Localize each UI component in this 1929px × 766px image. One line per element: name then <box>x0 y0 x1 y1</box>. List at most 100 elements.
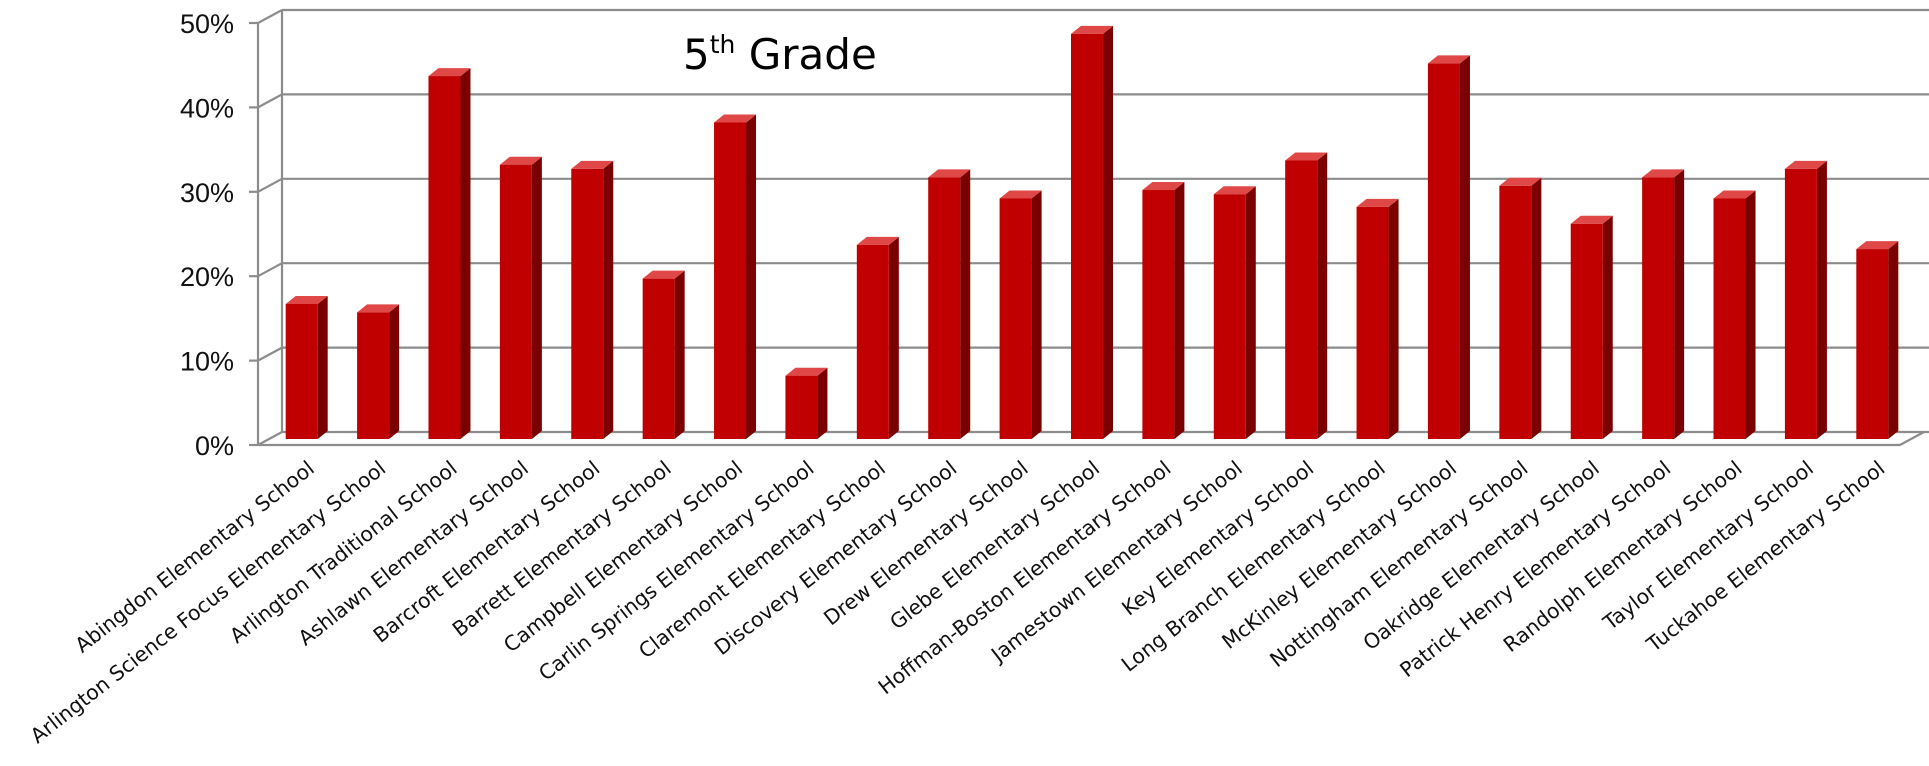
bar-side <box>1816 160 1827 440</box>
bar <box>856 236 899 439</box>
chart-title-main: 5 <box>683 30 710 79</box>
bar-front <box>428 76 461 439</box>
bar-front <box>1570 223 1603 439</box>
bar-front <box>1285 160 1318 440</box>
gridline-side <box>257 177 283 193</box>
bar <box>285 295 328 439</box>
bar-side <box>317 295 328 439</box>
bar <box>428 68 471 439</box>
bar-top <box>714 114 757 123</box>
bar-side <box>674 270 685 439</box>
bar-top <box>1642 169 1685 178</box>
bar-front <box>1213 194 1246 439</box>
bar-side <box>1888 241 1899 439</box>
bar-top <box>357 304 400 313</box>
bar <box>499 156 542 439</box>
bar-side <box>1674 169 1685 440</box>
bar-front <box>1642 177 1675 440</box>
bar-side <box>888 236 899 439</box>
y-tick-label: 30% <box>180 178 234 208</box>
bar <box>642 270 685 439</box>
chart-title-rest: Grade <box>735 30 876 79</box>
bar-side <box>603 160 614 440</box>
bar <box>357 304 400 439</box>
bar-side <box>1531 177 1542 440</box>
bar-front <box>785 375 818 439</box>
bar-side <box>1317 152 1328 440</box>
bar-front <box>714 122 747 439</box>
bar-top <box>1784 160 1827 169</box>
bar <box>1142 182 1185 439</box>
bar <box>1213 186 1256 439</box>
x-tick-label: Long Branch Elementary School <box>1117 456 1390 677</box>
bar-side <box>1174 182 1185 439</box>
bar <box>1427 55 1470 440</box>
bar <box>785 367 828 439</box>
bar-front <box>1142 190 1175 439</box>
gridline-side <box>257 9 283 24</box>
bar-front <box>1356 206 1389 439</box>
bar-side <box>1745 190 1756 439</box>
bar-front <box>1784 168 1817 440</box>
bar-front <box>999 198 1032 439</box>
bar-top <box>856 236 899 245</box>
bar-top <box>1713 190 1756 199</box>
bar-side <box>1459 55 1470 440</box>
bar-top <box>285 295 328 304</box>
gridline-side <box>257 262 283 278</box>
y-tick-label: 40% <box>180 93 234 123</box>
bar-front <box>928 177 961 440</box>
bar-front <box>1499 185 1532 439</box>
bar <box>1285 152 1328 440</box>
bar-top <box>1213 186 1256 195</box>
gridline-side <box>257 431 283 446</box>
bar-side <box>817 367 828 439</box>
bar-side <box>1031 190 1042 439</box>
bar-top <box>999 190 1042 199</box>
bar <box>1499 177 1542 440</box>
bar-top <box>785 367 828 376</box>
bar-top <box>1285 152 1328 161</box>
bars <box>285 25 1899 440</box>
gridline-side <box>257 93 283 109</box>
x-tick-label: Nottingham Elementary School <box>1265 456 1532 672</box>
bar-top <box>642 270 685 279</box>
bar-side <box>746 114 757 439</box>
floor-edge <box>1899 431 1925 446</box>
bar <box>1784 160 1827 440</box>
y-tick-labels: 0% 10% 20% 30% 40% 50% <box>180 9 234 461</box>
bar-side <box>1245 186 1256 439</box>
axes <box>249 10 1925 447</box>
bar-side <box>960 169 971 440</box>
bar-front <box>1713 198 1746 439</box>
bar-top <box>571 160 614 169</box>
y-tick-label: 50% <box>180 9 234 39</box>
bar-top <box>928 169 971 178</box>
bar-front <box>1427 63 1460 440</box>
bar-side <box>1388 198 1399 439</box>
chart-title: 5th Grade <box>683 30 877 79</box>
bar-top <box>1499 177 1542 186</box>
bar <box>1642 169 1685 440</box>
bar-top <box>1142 182 1185 191</box>
bar-top <box>1071 25 1113 34</box>
y-tick-label: 10% <box>180 347 234 377</box>
bar <box>928 169 971 440</box>
bar <box>1713 190 1756 439</box>
bar <box>1356 198 1399 439</box>
chart-title-superscript: th <box>710 30 736 59</box>
bar <box>714 114 757 439</box>
bar-front <box>642 278 675 439</box>
bar <box>1071 25 1113 439</box>
bar <box>571 160 614 440</box>
bar-side <box>1602 215 1613 439</box>
bar-top <box>1856 241 1899 250</box>
y-tick-label: 0% <box>195 431 234 461</box>
bar-top <box>1570 215 1613 224</box>
bar-front <box>1071 33 1103 439</box>
bar-front <box>1856 249 1889 439</box>
bar-side <box>460 68 471 439</box>
bar-top <box>1427 55 1470 64</box>
